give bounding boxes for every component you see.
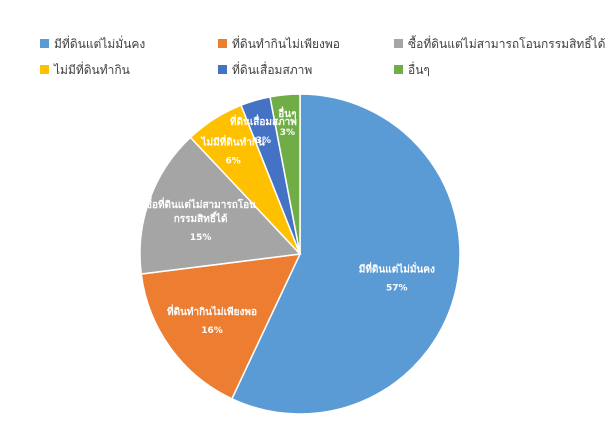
legend-label-4: ไม่มีที่ดินทำกิน (53, 61, 130, 77)
legend-label-1: มีที่ดินแต่ไม่มั่นคง (54, 35, 145, 51)
legend-swatch-3 (394, 39, 403, 48)
pie-slice-6 (269, 93, 301, 255)
slice-labels: มีที่ดินแต่ไม่มั่นคง 57% ที่ดินทำกินไม่เพี… (145, 106, 435, 336)
legend-swatch-4 (40, 65, 49, 74)
slice-percent-3: 15% (190, 233, 212, 243)
legend-label-6: อื่นๆ (408, 61, 430, 77)
pie-slice-2 (140, 253, 302, 400)
legend-label-3: ซื้อที่ดินแต่ไม่สามารถโอนกรรมสิทธิ์ได้ (408, 35, 605, 51)
pie-slices (139, 93, 461, 415)
slice-label-3-line-2: กรรมสิทธิ์ได้ (174, 211, 228, 225)
slice-label-5-line-1: ที่ดินเสื่อมสภาพ (230, 114, 297, 128)
legend-swatch-6 (394, 65, 403, 74)
slice-label-6-line-1: อื่นๆ (278, 106, 296, 120)
pie-slice-1 (230, 93, 461, 415)
slice-percent-2: 16% (201, 326, 223, 336)
legend-swatch-1 (40, 39, 49, 48)
legend-label-5: ที่ดินเสื่อมสภาพ (232, 61, 312, 77)
slice-label-4-line-1: ไม่มีที่ดินทำกิน (200, 135, 264, 149)
slice-percent-1: 57% (386, 284, 408, 294)
slice-label-3-line-1: ซื้อที่ดินแต่ไม่สามารถโอน (145, 197, 256, 211)
slice-percent-6: 3% (280, 128, 295, 138)
legend-label-2: ที่ดินทำกินไม่เพียงพอ (232, 35, 340, 51)
slice-label-2-line-1: ที่ดินทำกินไม่เพียงพอ (167, 304, 257, 318)
slice-percent-5: 3% (256, 136, 271, 146)
chart-legend: มีที่ดินแต่ไม่มั่นคง ที่ดินทำกินไม่เพียงพ… (40, 35, 605, 77)
legend-swatch-2 (218, 39, 227, 48)
legend-swatch-5 (218, 65, 227, 74)
pie-slice-3 (139, 136, 302, 275)
slice-label-1-line-1: มีที่ดินแต่ไม่มั่นคง (359, 262, 435, 276)
slice-percent-4: 6% (225, 157, 240, 167)
